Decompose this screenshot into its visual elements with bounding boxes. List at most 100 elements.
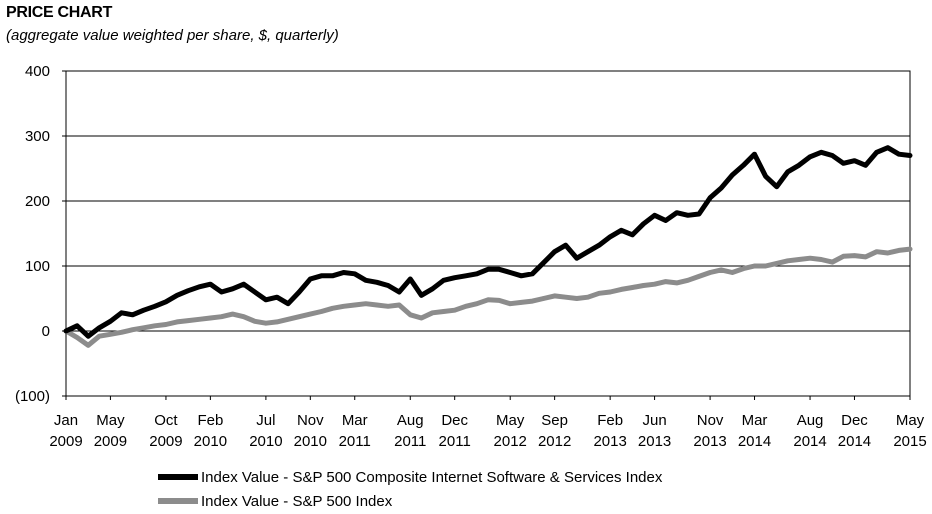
- y-tick-label: 300: [25, 128, 50, 145]
- x-tick-label-year: 2014: [793, 433, 826, 450]
- data-point-internet-index: [530, 271, 535, 276]
- data-point-internet-index: [663, 218, 668, 223]
- x-tick-label-year: 2014: [738, 433, 771, 450]
- data-point-sp500-index: [619, 287, 624, 292]
- x-tick-label-year: 2011: [394, 433, 426, 450]
- x-tick-label-month: Jul: [256, 412, 275, 429]
- data-point-sp500-index: [574, 296, 579, 301]
- data-point-internet-index: [174, 293, 180, 298]
- legend-item-internet-index: Index Value - S&P 500 Composite Internet…: [158, 466, 662, 488]
- data-point-internet-index: [552, 249, 557, 254]
- data-point-sp500-index: [141, 325, 146, 330]
- data-point-sp500-index: [719, 267, 724, 273]
- data-point-internet-index: [419, 293, 424, 298]
- data-point-internet-index: [285, 301, 291, 306]
- x-tick-label-month: Aug: [397, 412, 424, 429]
- data-point-sp500-index: [807, 256, 813, 261]
- data-point-internet-index: [641, 221, 646, 226]
- data-point-sp500-index: [519, 300, 524, 305]
- data-point-internet-index: [441, 278, 446, 283]
- data-point-internet-index: [841, 161, 846, 166]
- data-point-sp500-index: [341, 304, 346, 309]
- data-point-sp500-index: [652, 282, 657, 287]
- x-tick-label-month: Jan: [54, 412, 78, 429]
- x-tick-label-year: 2013: [693, 433, 726, 450]
- data-point-sp500-index: [763, 263, 768, 269]
- data-point-internet-index: [130, 312, 135, 317]
- legend-swatch-black: [158, 474, 198, 480]
- data-point-sp500-index: [774, 261, 779, 266]
- data-point-internet-index: [596, 243, 602, 248]
- data-point-internet-index: [463, 273, 468, 278]
- data-point-internet-index: [163, 299, 169, 304]
- data-point-sp500-index: [319, 309, 324, 314]
- data-point-internet-index: [508, 270, 513, 275]
- data-point-sp500-index: [474, 301, 480, 306]
- data-point-internet-index: [685, 213, 691, 218]
- data-point-sp500-index: [174, 319, 180, 325]
- data-point-internet-index: [496, 267, 502, 272]
- data-point-internet-index: [119, 310, 124, 315]
- data-point-internet-index: [796, 163, 802, 168]
- x-tick-label-year: 2015: [893, 433, 926, 450]
- x-tick-label-month: May: [496, 412, 525, 429]
- data-point-internet-index: [208, 282, 213, 287]
- data-point-sp500-index: [585, 295, 591, 300]
- data-point-sp500-index: [297, 314, 302, 319]
- data-point-internet-index: [186, 288, 191, 293]
- data-point-internet-index: [730, 172, 735, 178]
- data-point-sp500-index: [685, 278, 691, 283]
- data-point-sp500-index: [641, 283, 646, 288]
- data-point-sp500-index: [241, 314, 246, 319]
- data-point-internet-index: [774, 184, 779, 189]
- data-point-internet-index: [63, 328, 69, 334]
- data-point-sp500-index: [730, 270, 735, 275]
- y-tick-label: 400: [25, 63, 50, 80]
- x-tick-label-month: May: [896, 412, 925, 429]
- data-point-sp500-index: [119, 330, 124, 335]
- x-tick-label-year: 2012: [538, 433, 571, 450]
- data-point-internet-index: [263, 297, 269, 302]
- data-point-internet-index: [363, 278, 368, 283]
- data-point-sp500-index: [508, 301, 513, 306]
- data-point-sp500-index: [852, 253, 857, 258]
- data-point-sp500-index: [308, 311, 313, 317]
- data-point-sp500-index: [796, 257, 802, 262]
- data-point-sp500-index: [485, 297, 491, 302]
- x-tick-label-month: Feb: [197, 412, 223, 429]
- data-point-sp500-index: [885, 250, 890, 256]
- y-tick-label: 100: [25, 258, 50, 275]
- data-point-sp500-index: [674, 280, 679, 286]
- data-point-internet-index: [374, 280, 380, 285]
- data-point-sp500-index: [830, 259, 835, 265]
- data-point-internet-index: [863, 163, 868, 168]
- x-tick-label-year: 2010: [294, 433, 327, 450]
- legend-item-sp500-index: Index Value - S&P 500 Index: [158, 490, 662, 512]
- data-point-internet-index: [319, 273, 324, 278]
- data-point-sp500-index: [230, 311, 235, 317]
- x-tick-label-month: Jun: [642, 412, 666, 429]
- x-tick-label-year: 2009: [149, 433, 182, 450]
- data-point-sp500-index: [186, 318, 191, 323]
- data-point-internet-index: [585, 249, 591, 254]
- data-point-sp500-index: [496, 298, 502, 303]
- x-tick-label-month: Nov: [297, 412, 324, 429]
- data-point-internet-index: [807, 154, 813, 159]
- x-tick-label-year: 2010: [249, 433, 282, 450]
- chart-legend: Index Value - S&P 500 Composite Internet…: [158, 466, 662, 514]
- price-chart: 400 300 200 100 0 (100)Jan 2009 May 2009 Oct 2009 F…: [15, 63, 927, 450]
- data-point-sp500-index: [108, 332, 113, 337]
- data-point-internet-index: [230, 286, 235, 291]
- data-point-sp500-index: [841, 254, 846, 259]
- x-tick-label-year: 2011: [339, 433, 371, 450]
- data-point-internet-index: [485, 267, 491, 272]
- x-tick-label-month: Feb: [597, 412, 623, 429]
- data-point-internet-index: [219, 289, 224, 295]
- x-tick-label-month: Aug: [797, 412, 824, 429]
- data-point-internet-index: [274, 295, 280, 300]
- data-point-sp500-index: [263, 321, 269, 326]
- data-point-internet-index: [297, 289, 302, 295]
- chart-title: PRICE CHART: [6, 4, 113, 21]
- data-point-internet-index: [141, 308, 146, 313]
- x-tick-label-month: May: [96, 412, 125, 429]
